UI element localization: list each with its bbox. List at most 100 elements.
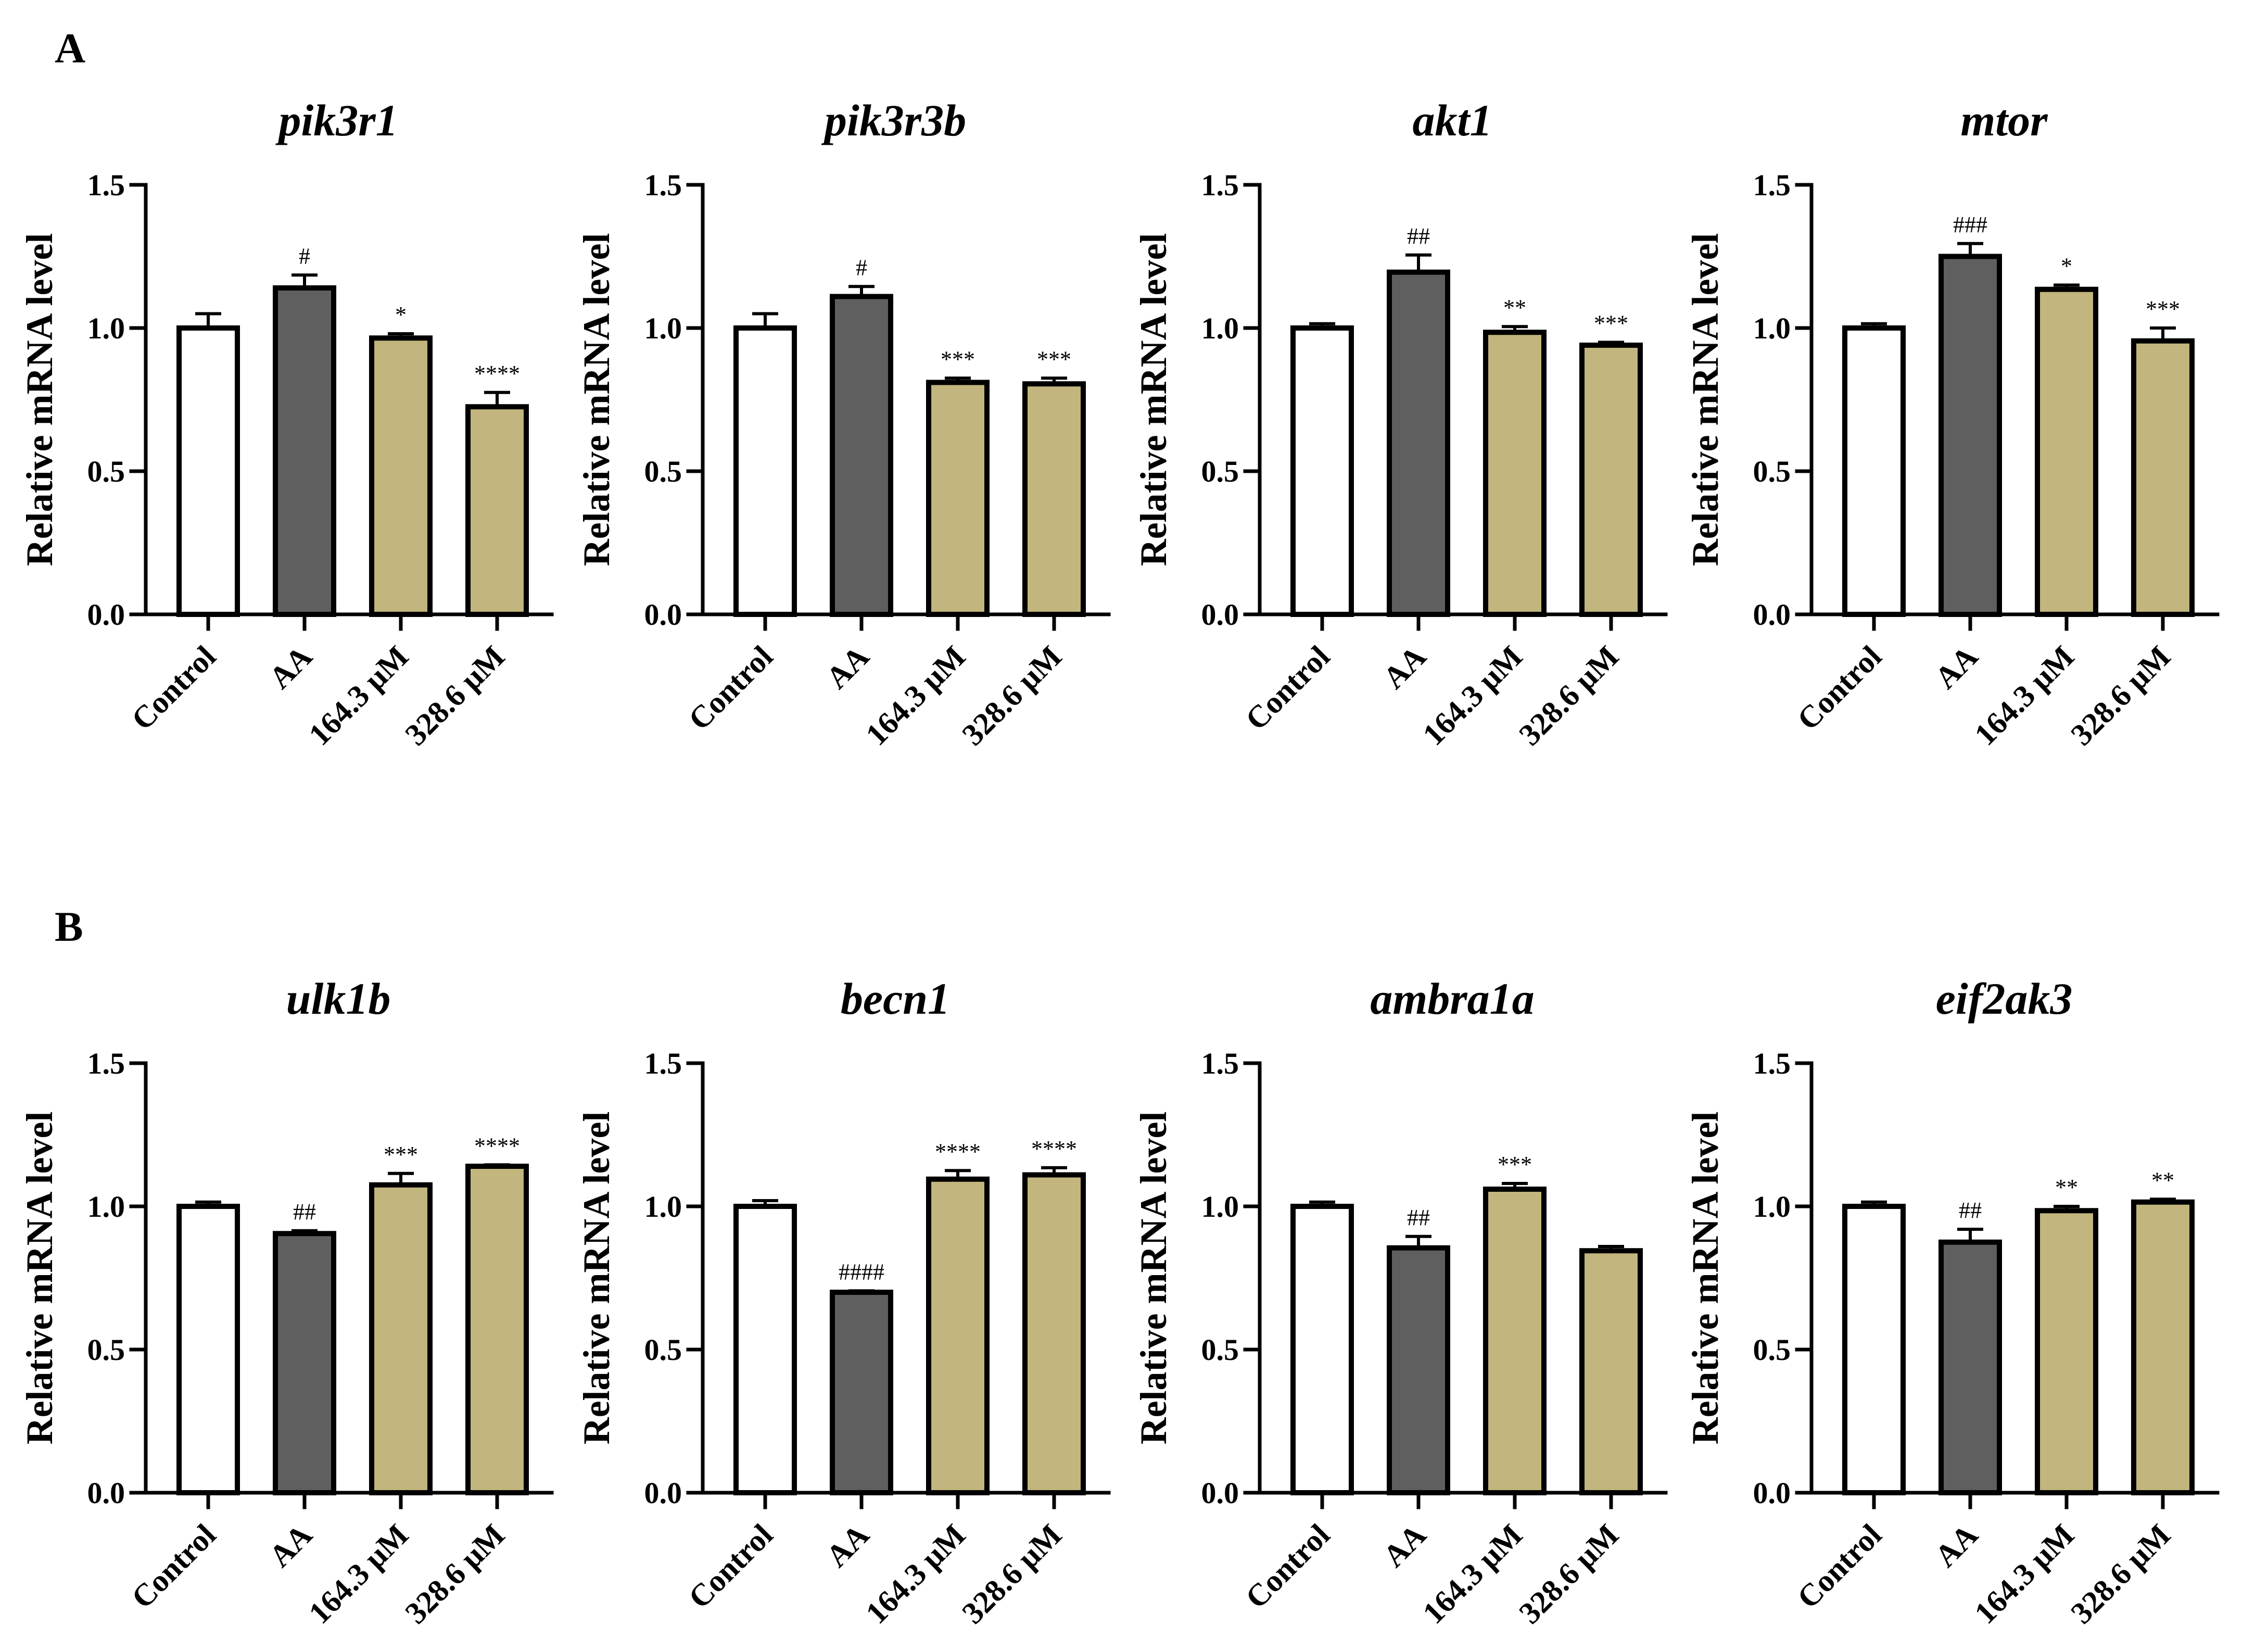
y-tick-label: 1.5 (1201, 168, 1239, 202)
bar-AA (830, 1290, 893, 1495)
y-tick-label: 0.5 (644, 455, 682, 488)
bar-328.6 μM (2131, 1199, 2195, 1495)
chart-title: ambra1a (1370, 974, 1534, 1024)
bar-Control (1842, 325, 1906, 617)
y-tick-label: 0.0 (1201, 598, 1239, 632)
y-tick-label: 0.0 (1753, 598, 1791, 632)
y-tick-label: 0.5 (1753, 455, 1791, 488)
y-tick-label: 0.0 (644, 598, 682, 632)
bar-Control (1290, 325, 1354, 617)
y-tick-label: 1.5 (1753, 168, 1791, 202)
chart-title: pik3r3b (821, 95, 966, 145)
y-tick-label: 0.5 (1753, 1333, 1791, 1367)
y-tick-label: 1.5 (1201, 1047, 1239, 1080)
significance-label: **** (474, 1133, 520, 1158)
y-tick-label: 1.0 (644, 1190, 682, 1224)
y-tick-label: 1.5 (644, 1047, 682, 1080)
bar-AA (1938, 254, 2002, 617)
significance-label: ## (1407, 223, 1430, 249)
significance-label: ### (1953, 212, 1987, 237)
y-axis-label: Relative mRNA level (1133, 1112, 1174, 1445)
significance-label: **** (1031, 1136, 1077, 1162)
significance-label: ## (293, 1199, 316, 1225)
y-tick-label: 1.0 (1753, 1190, 1791, 1224)
panel-label-a: A (55, 24, 85, 72)
bar-328.6 μM (465, 404, 529, 617)
chart-title: eif2ak3 (1936, 974, 2073, 1024)
significance-label: *** (384, 1142, 418, 1167)
y-axis-label: Relative mRNA level (576, 1112, 617, 1445)
y-tick-label: 1.0 (87, 311, 125, 345)
bar-328.6 μM (1579, 1248, 1643, 1495)
y-tick-label: 0.5 (1201, 1333, 1239, 1367)
y-tick-label: 0.0 (87, 1476, 125, 1510)
y-tick-label: 0.5 (87, 1333, 125, 1367)
y-axis-label: Relative mRNA level (19, 233, 60, 566)
y-tick-label: 1.0 (87, 1190, 125, 1224)
significance-label: **** (474, 361, 520, 386)
panel-label-b: B (55, 903, 83, 950)
bar-AA (273, 285, 336, 617)
bar-Control (176, 1204, 240, 1495)
significance-label: # (299, 243, 310, 269)
significance-label: # (856, 255, 867, 280)
chart-title: pik3r1 (275, 95, 398, 145)
significance-label: *** (1037, 346, 1071, 372)
significance-label: ** (2055, 1175, 2078, 1200)
bar-Control (733, 1204, 797, 1495)
y-axis-label: Relative mRNA level (1684, 233, 1726, 566)
y-tick-label: 1.5 (644, 168, 682, 202)
bar-Control (733, 325, 797, 617)
significance-label: * (2061, 254, 2072, 279)
chart-title: akt1 (1413, 95, 1492, 145)
bar-Control (176, 325, 240, 617)
significance-label: ** (2151, 1167, 2174, 1193)
y-axis-label: Relative mRNA level (576, 233, 617, 566)
significance-label: ## (1959, 1198, 1982, 1223)
significance-label: #### (839, 1259, 884, 1284)
bar-AA (830, 294, 893, 617)
significance-label: *** (1498, 1152, 1532, 1177)
significance-label: *** (1594, 311, 1628, 336)
bar-AA (1387, 269, 1450, 617)
bar-164.3 μM (926, 380, 990, 617)
chart-title: becn1 (841, 974, 950, 1024)
y-axis-label: Relative mRNA level (19, 1112, 60, 1445)
y-tick-label: 1.0 (1201, 311, 1239, 345)
bar-328.6 μM (1022, 1172, 1086, 1495)
chart-title: ulk1b (286, 974, 391, 1024)
bar-AA (1938, 1239, 2002, 1495)
y-tick-label: 0.5 (644, 1333, 682, 1367)
y-tick-label: 1.0 (644, 311, 682, 345)
y-tick-label: 1.5 (1753, 1047, 1791, 1080)
y-tick-label: 0.0 (644, 1476, 682, 1510)
bar-AA (273, 1231, 336, 1495)
y-tick-label: 1.0 (1753, 311, 1791, 345)
bar-328.6 μM (1022, 381, 1086, 617)
significance-label: *** (941, 346, 975, 372)
significance-label: **** (935, 1139, 981, 1164)
y-tick-label: 0.0 (87, 598, 125, 632)
bar-164.3 μM (1483, 330, 1547, 617)
bar-Control (1290, 1204, 1354, 1495)
significance-label: ## (1407, 1205, 1430, 1230)
y-axis-label: Relative mRNA level (1133, 233, 1174, 566)
y-tick-label: 0.5 (87, 455, 125, 488)
bar-164.3 μM (926, 1176, 990, 1495)
significance-label: *** (2146, 296, 2180, 322)
significance-label: * (395, 302, 407, 327)
y-tick-label: 0.0 (1753, 1476, 1791, 1510)
bar-AA (1387, 1245, 1450, 1495)
y-tick-label: 1.0 (1201, 1190, 1239, 1224)
y-tick-label: 1.5 (87, 168, 125, 202)
bar-164.3 μM (2035, 1208, 2098, 1495)
significance-label: ** (1503, 295, 1526, 320)
y-tick-label: 1.5 (87, 1047, 125, 1080)
bar-164.3 μM (2035, 286, 2098, 617)
y-tick-label: 0.0 (1201, 1476, 1239, 1510)
bar-164.3 μM (1483, 1187, 1547, 1495)
bar-164.3 μM (369, 1182, 433, 1495)
